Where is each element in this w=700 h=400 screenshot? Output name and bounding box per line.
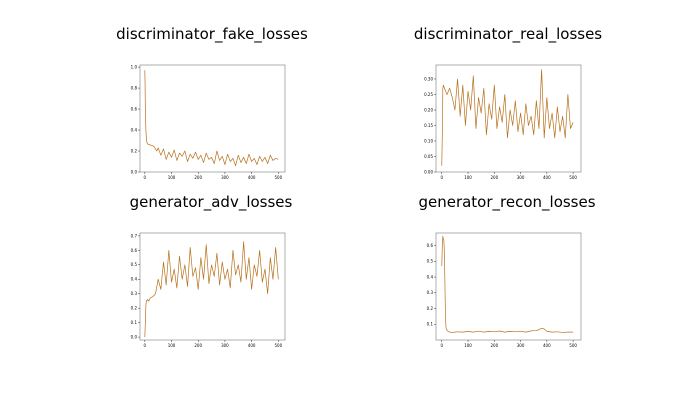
x-tick-label: 100 (464, 175, 472, 180)
y-tick-label: 0.00 (424, 169, 433, 174)
x-tick-label: 0 (441, 175, 444, 180)
plot-frame (435, 232, 582, 341)
y-tick-label: 0.1 (427, 322, 434, 327)
y-tick-label: 0.10 (424, 138, 433, 143)
x-tick-label: 100 (168, 175, 176, 180)
x-tick-label: 200 (490, 343, 498, 348)
y-tick-label: 0.20 (424, 107, 433, 112)
chart-title-generator-recon: generator_recon_losses (418, 193, 596, 211)
y-tick-label: 0.8 (131, 85, 138, 90)
x-tick-label: 500 (569, 343, 577, 348)
x-tick-label: 200 (194, 343, 202, 348)
y-tick-label: 0.30 (424, 76, 433, 81)
x-tick-label: 0 (144, 343, 147, 348)
y-tick-label: 0.1 (131, 320, 138, 325)
y-tick-label: 0.05 (424, 154, 433, 159)
x-tick-label: 500 (569, 175, 577, 180)
y-tick-label: 0.3 (427, 290, 434, 295)
series-line (144, 70, 279, 167)
y-tick-label: 0.15 (424, 123, 433, 128)
x-tick-label: 0 (144, 175, 147, 180)
x-tick-label: 400 (543, 343, 551, 348)
y-tick-label: 0.2 (131, 306, 138, 311)
y-tick-label: 0.4 (131, 277, 138, 282)
x-tick-label: 200 (194, 175, 202, 180)
x-tick-label: 300 (221, 175, 229, 180)
x-tick-label: 200 (490, 175, 498, 180)
series-line (144, 241, 279, 338)
y-tick-label: 0.4 (131, 127, 138, 132)
x-tick-label: 400 (248, 343, 256, 348)
x-tick-label: 0 (441, 343, 444, 348)
x-tick-label: 400 (543, 175, 551, 180)
chart-generator-adv: 0 100 200 300 400 500 0.0 0.1 0.2 0.3 0.4 0.5 0.6 0.7 (131, 232, 286, 348)
x-tick-label: 100 (464, 343, 472, 348)
y-tick-label: 0.7 (131, 233, 138, 238)
x-tick-label: 300 (517, 175, 525, 180)
y-tick-label: 0.5 (427, 259, 434, 264)
x-tick-label: 500 (275, 343, 283, 348)
y-tick-label: 1.0 (131, 64, 138, 69)
y-tick-label: 0.5 (131, 262, 138, 267)
chart-title-discriminator-real: discriminator_real_losses (413, 25, 603, 43)
series-line (441, 235, 574, 333)
x-tick-label: 300 (517, 343, 525, 348)
y-tick-label: 0.2 (427, 306, 434, 311)
y-tick-label: 0.6 (131, 248, 138, 253)
chart-discriminator-real: 0 100 200 300 400 500 0.00 0.05 0.10 0.15 0.20 0.25… (424, 64, 582, 180)
chart-title-discriminator-fake: discriminator_fake_losses (116, 25, 308, 43)
plot-frame (139, 232, 286, 341)
y-tick-label: 0.4 (427, 274, 434, 279)
chart-title-generator-adv: generator_adv_losses (129, 193, 293, 211)
plot-frame (139, 64, 286, 173)
x-tick-label: 100 (168, 343, 176, 348)
y-tick-label: 0.25 (424, 92, 433, 97)
y-tick-label: 0.6 (427, 243, 434, 248)
y-tick-label: 0.6 (131, 106, 138, 111)
series-line (441, 69, 574, 166)
chart-generator-recon: 0 100 200 300 400 500 0.1 0.2 0.3 0.4 0.5 0.6 (427, 232, 582, 348)
x-tick-label: 400 (248, 175, 256, 180)
y-tick-label: 0.3 (131, 291, 138, 296)
y-tick-label: 0.0 (131, 169, 138, 174)
chart-discriminator-fake: 0 100 200 300 400 500 0.0 0.2 0.4 0.6 0.8 1.0 (131, 64, 286, 180)
x-tick-label: 300 (221, 343, 229, 348)
x-tick-label: 500 (275, 175, 283, 180)
y-tick-label: 0.0 (131, 335, 138, 340)
plot-frame (435, 64, 582, 173)
y-tick-label: 0.2 (131, 148, 138, 153)
